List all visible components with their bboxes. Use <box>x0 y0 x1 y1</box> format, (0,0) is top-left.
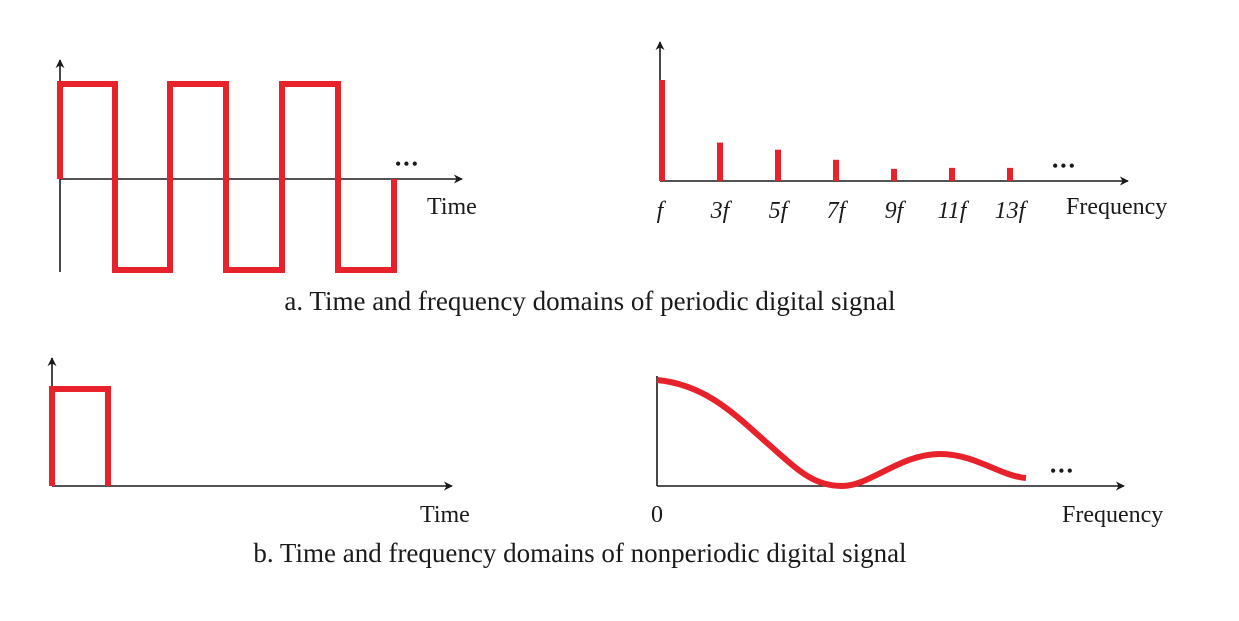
harmonic-bar <box>1007 167 1013 181</box>
time-axis-label-b: Time <box>420 502 470 528</box>
panel-a-frequency-domain: f 3f 5f 7f 9f 11f 13f ••• Frequency <box>655 41 1167 224</box>
freq-origin-label: 0 <box>651 502 663 528</box>
freq-ellipsis: ••• <box>1052 156 1077 176</box>
square-wave <box>57 81 397 273</box>
caption-b: b. Time and frequency domains of nonperi… <box>253 538 906 568</box>
panel-a-time-domain: ••• Time <box>55 59 477 273</box>
harmonic-bar <box>717 142 723 181</box>
harmonic-bar <box>949 167 955 181</box>
harmonic-bar <box>833 159 839 181</box>
harmonic-bar <box>775 149 781 181</box>
panel-b-frequency-domain: ••• 0 Frequency <box>651 376 1163 528</box>
harmonic-bars <box>659 80 1013 181</box>
continuous-spectrum-curve <box>656 377 1027 490</box>
harmonic-label: 3f <box>710 198 733 224</box>
caption-a: a. Time and frequency domains of periodi… <box>284 286 895 316</box>
time-axis-label: Time <box>427 194 477 220</box>
freq-axis-label-b: Frequency <box>1062 502 1163 528</box>
freq-axis-label: Frequency <box>1066 194 1167 220</box>
harmonic-label: 9f <box>885 198 907 224</box>
harmonic-label: f <box>657 198 667 224</box>
harmonic-label: 13f <box>995 198 1029 224</box>
time-ellipsis: ••• <box>395 154 420 174</box>
harmonic-labels: f 3f 5f 7f 9f 11f 13f <box>657 198 1029 224</box>
harmonic-bar <box>891 168 897 181</box>
harmonic-label: 5f <box>769 198 791 224</box>
harmonic-label: 11f <box>938 198 970 224</box>
freq-ellipsis-b: ••• <box>1050 461 1075 481</box>
harmonic-label: 7f <box>827 198 849 224</box>
harmonic-bar <box>659 80 665 181</box>
single-pulse <box>49 386 111 486</box>
panel-b-time-domain: Time <box>47 357 470 528</box>
